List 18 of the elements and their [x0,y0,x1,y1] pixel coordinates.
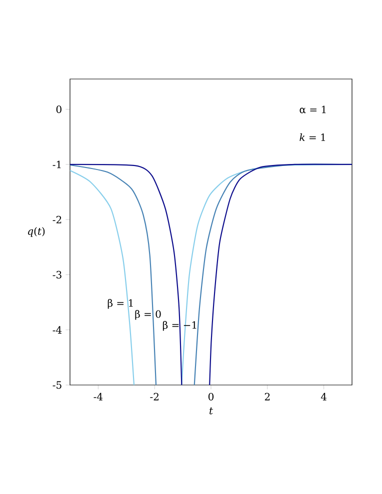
x-tick-label: 4 [320,392,326,400]
series-label: β = 0 [135,310,161,320]
annotation: k = 1 [300,133,325,141]
x-tick-label: -4 [94,392,103,400]
x-axis-title: t [210,407,214,414]
x-tick-label: 2 [264,392,270,400]
annotation: α = 1 [300,106,326,114]
y-tick-label: -2 [52,216,62,224]
y-axis-title: q(t) [28,227,45,237]
x-tick-label: -2 [150,392,158,400]
y-tick-label: 0 [56,106,62,114]
series-label: β = 1 [108,298,133,309]
y-tick-label: -1 [52,160,61,168]
y-tick-label: -4 [52,326,62,334]
y-tick-label: -3 [52,270,62,279]
x-tick-label: 0 [208,392,214,400]
y-tick-label: -5 [52,381,62,389]
series-label: β = −1 [162,321,196,331]
